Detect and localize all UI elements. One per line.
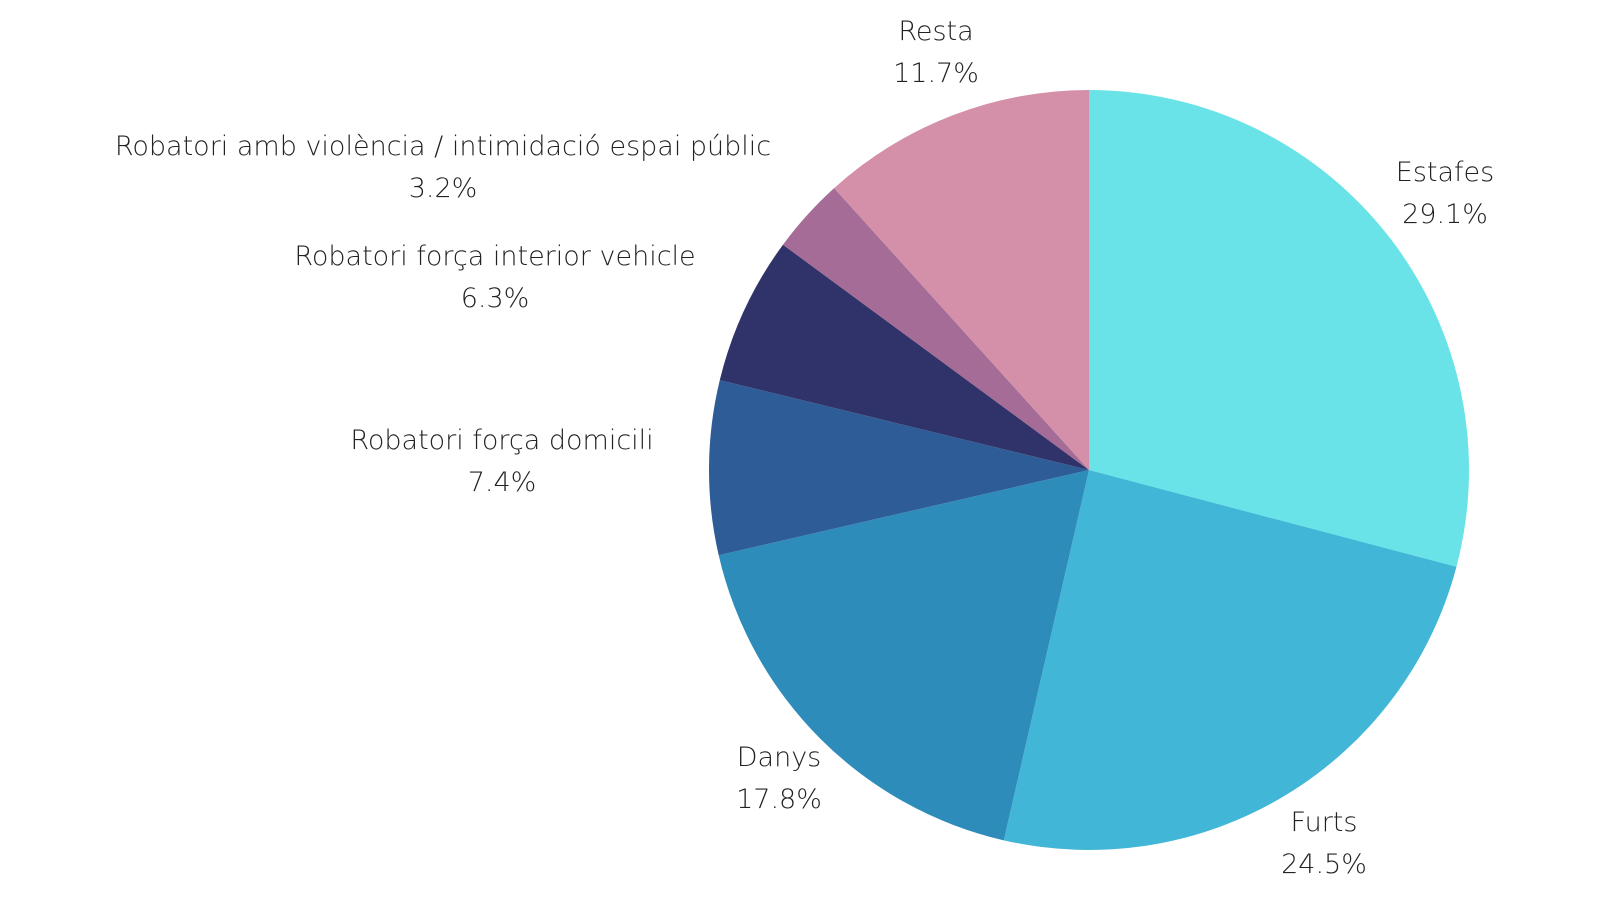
labels-layer: Estafes 29.1% Furts 24.5% Danys 17.8% Robatori… [115, 16, 1494, 880]
pie-slice-5 [782, 188, 1089, 470]
slice-name-label: Danys [737, 742, 822, 773]
slice-name-label: Estafes [1396, 157, 1494, 188]
slice-value-label: 29.1% [1402, 199, 1488, 230]
slice-name-label: Resta [898, 16, 973, 47]
slices-layer [709, 90, 1469, 850]
slice-name-label: Robatori força domicili [350, 425, 653, 456]
slice-value-label: 11.7% [893, 58, 979, 89]
slice-value-label: 24.5% [1281, 849, 1367, 880]
pie-slice-4 [719, 244, 1089, 470]
pie-slice-3 [709, 380, 1089, 556]
pie-slice-6 [834, 90, 1089, 470]
slice-value-label: 7.4% [468, 467, 537, 498]
slice-value-label: 3.2% [409, 173, 478, 204]
slice-value-label: 6.3% [461, 283, 530, 314]
pie-slice-0 [1089, 90, 1469, 567]
pie-slice-1 [1003, 470, 1457, 850]
slice-value-label: 17.8% [736, 784, 822, 815]
slice-name-label: Robatori força interior vehicle [294, 241, 695, 272]
slice-name-label: Furts [1291, 807, 1358, 838]
slice-name-label: Robatori amb violència / intimidació esp… [115, 131, 771, 162]
pie-slice-2 [718, 470, 1089, 841]
